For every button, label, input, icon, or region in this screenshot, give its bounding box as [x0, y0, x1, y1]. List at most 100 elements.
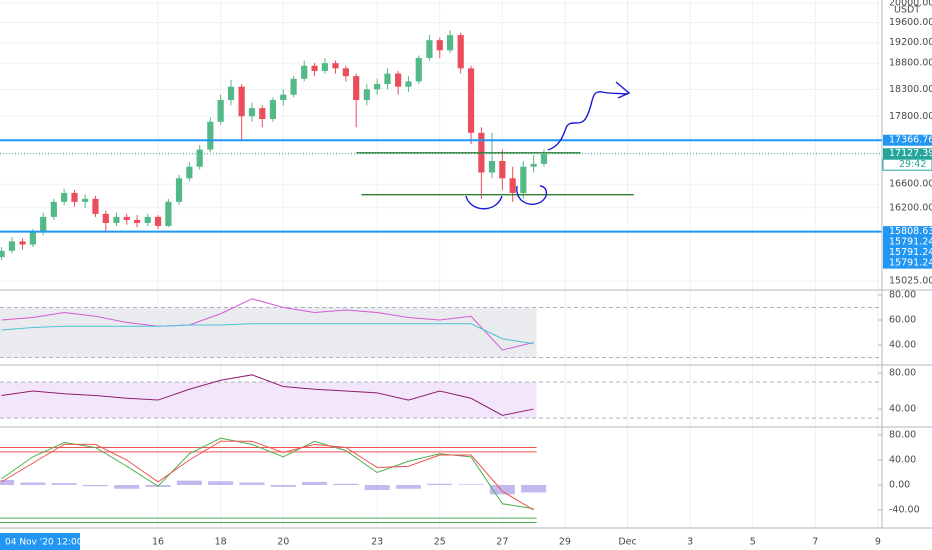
histogram-bar — [489, 485, 515, 495]
candle-body — [290, 78, 297, 95]
candle-body — [405, 81, 412, 87]
histogram-bar — [395, 485, 421, 489]
price-label-box — [883, 257, 932, 269]
candle-body — [499, 160, 506, 179]
histogram-bar — [51, 483, 77, 485]
candle-body — [301, 65, 308, 79]
candle-body — [175, 178, 183, 202]
candle-body — [8, 241, 15, 251]
x-tick-label: 16 — [152, 537, 164, 548]
candle-body — [488, 160, 496, 173]
indicator-line — [1, 374, 534, 416]
x-tick-label: 18 — [215, 537, 227, 548]
candle-body — [19, 241, 26, 245]
candle-body — [50, 201, 57, 217]
histogram-bar — [521, 485, 547, 493]
candle-body — [332, 63, 339, 69]
candle-body — [259, 108, 266, 120]
histogram-bar — [302, 481, 328, 485]
candle-body — [61, 192, 68, 202]
drawn-curve — [547, 91, 629, 151]
y-tick-label: 40.00 — [889, 340, 916, 351]
cursor-label: 04 Nov '20 12:00 — [5, 538, 83, 548]
countdown: 29:42 — [899, 159, 926, 170]
candle-body — [426, 40, 433, 58]
price-label-box — [883, 148, 932, 160]
price-label: 15791.24 — [889, 258, 932, 269]
candle-body — [82, 198, 89, 202]
y-tick-label: 80.00 — [889, 290, 916, 301]
price-label-box — [883, 247, 932, 259]
indicator-line — [1, 440, 534, 511]
band-fill — [0, 307, 537, 358]
candle-body — [123, 216, 130, 220]
price-label: 15808.63 — [889, 226, 932, 237]
price-label: 17127.39 — [889, 148, 932, 159]
x-tick-label: 23 — [371, 537, 383, 548]
candle-body — [186, 166, 193, 179]
candle-body — [29, 232, 36, 245]
candle-body — [520, 166, 527, 193]
candle-body — [395, 73, 402, 87]
candle-body — [530, 163, 537, 167]
candle-body — [540, 154, 548, 164]
candle-body — [280, 94, 287, 101]
candle-body — [436, 40, 443, 51]
candle-body — [467, 68, 475, 133]
y-tick-label: 19200.00 — [889, 37, 932, 48]
y-tick-label: 16600.00 — [889, 179, 932, 190]
candle-body — [71, 192, 78, 202]
y-tick-label: 19600.00 — [889, 17, 932, 28]
x-tick-label: 5 — [750, 537, 756, 548]
candle-body — [0, 250, 5, 258]
drawn-curve — [465, 195, 503, 210]
cursor-label-box — [0, 533, 80, 550]
y-tick-label: 0.00 — [889, 480, 910, 491]
x-tick-label: Dec — [618, 537, 636, 548]
x-tick-label: 7 — [812, 537, 818, 548]
price-label-box — [883, 134, 932, 146]
histogram-bar — [208, 481, 234, 485]
x-tick-label: 3 — [687, 537, 693, 548]
candle-body — [196, 149, 203, 167]
y-tick-label: -40.00 — [889, 505, 920, 516]
price-label-box — [883, 226, 932, 238]
histogram-bar — [364, 485, 390, 490]
candle-body — [207, 121, 214, 150]
countdown-box — [882, 158, 932, 171]
indicator-line — [1, 437, 534, 510]
price-label: 17366.76 — [889, 135, 932, 146]
candle-body — [40, 216, 47, 233]
histogram-bar — [458, 484, 484, 485]
candle-body — [321, 63, 328, 71]
x-tick-label: 9 — [875, 537, 881, 548]
candle-body — [509, 178, 516, 193]
histogram-bar — [114, 485, 140, 489]
currency-label: USDT — [894, 5, 920, 16]
histogram-bar — [20, 482, 46, 485]
y-tick-label: 40.00 — [889, 404, 916, 415]
y-tick-label: 60.00 — [889, 315, 916, 326]
candle-body — [248, 108, 256, 117]
y-tick-label: 18800.00 — [889, 58, 932, 69]
y-tick-label: 18300.00 — [889, 84, 932, 95]
y-tick-label: 80.00 — [889, 430, 916, 441]
y-tick-label: 15025.00 — [889, 276, 932, 287]
histogram-bar — [270, 485, 296, 487]
x-tick-label: 20 — [277, 537, 289, 548]
candle-body — [133, 219, 141, 223]
histogram-bar — [176, 480, 202, 485]
band-fill — [0, 382, 537, 419]
candle-body — [154, 216, 162, 227]
candle-body — [446, 35, 454, 51]
candle-body — [311, 65, 318, 71]
candle-body — [227, 86, 235, 101]
histogram-bar — [0, 480, 15, 485]
candle-body — [415, 57, 422, 82]
y-tick-label: 16200.00 — [889, 202, 932, 213]
indicator-line — [1, 298, 534, 351]
